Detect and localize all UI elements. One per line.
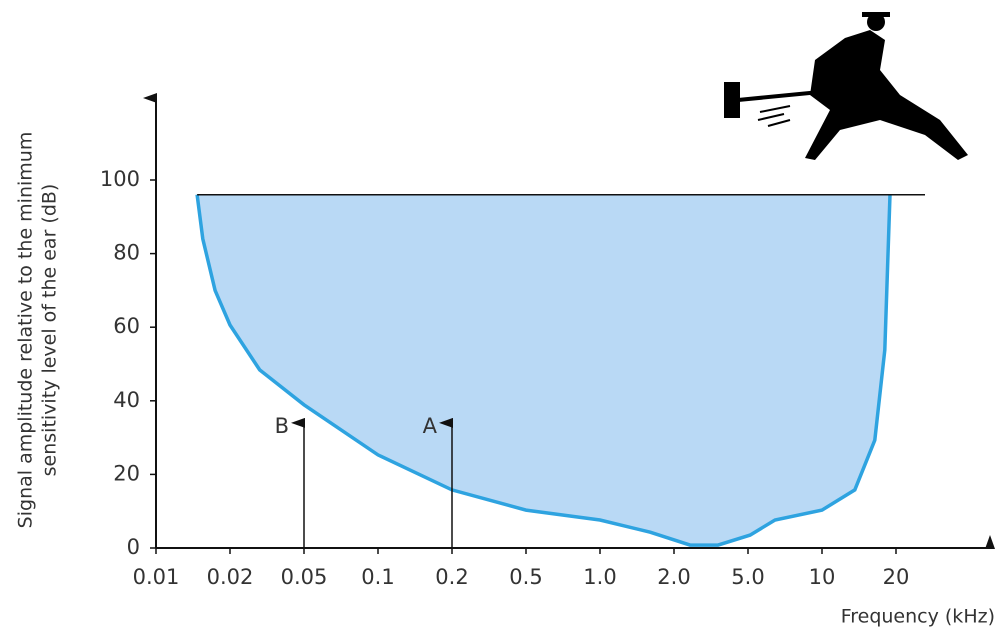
tone-label: A <box>423 414 438 438</box>
y-tick-label: 40 <box>113 388 140 412</box>
plot-area <box>195 194 892 547</box>
x-tick-label: 5.0 <box>731 565 764 589</box>
x-axis-title: Frequency (kHz) <box>841 606 995 628</box>
x-tick-label: 0.02 <box>207 565 254 589</box>
y-axis-title: sensitivity level of the ear (dB) <box>39 184 61 477</box>
x-tick-label: 10 <box>809 565 836 589</box>
y-tick-label: 0 <box>127 535 140 559</box>
y-tick-label: 100 <box>100 167 140 191</box>
y-tick-label: 60 <box>113 314 140 338</box>
x-tick-label: 0.5 <box>509 565 542 589</box>
x-tick-label: 20 <box>883 565 910 589</box>
x-tick-label: 2.0 <box>657 565 690 589</box>
hammer-man-illustration <box>724 12 968 160</box>
x-tick-label: 0.1 <box>361 565 394 589</box>
audible-area <box>197 194 891 546</box>
y-axis-title: Signal amplitude relative to the minimum <box>15 132 37 529</box>
x-tick-label: 1.0 <box>583 565 616 589</box>
y-tick-label: 80 <box>113 241 140 265</box>
y-tick-label: 20 <box>113 461 140 485</box>
x-tick-label: 0.05 <box>281 565 328 589</box>
x-tick-label: 0.2 <box>435 565 468 589</box>
x-tick-label: 0.01 <box>133 565 180 589</box>
tone-label: B <box>275 414 289 438</box>
threshold-curve <box>195 194 892 547</box>
